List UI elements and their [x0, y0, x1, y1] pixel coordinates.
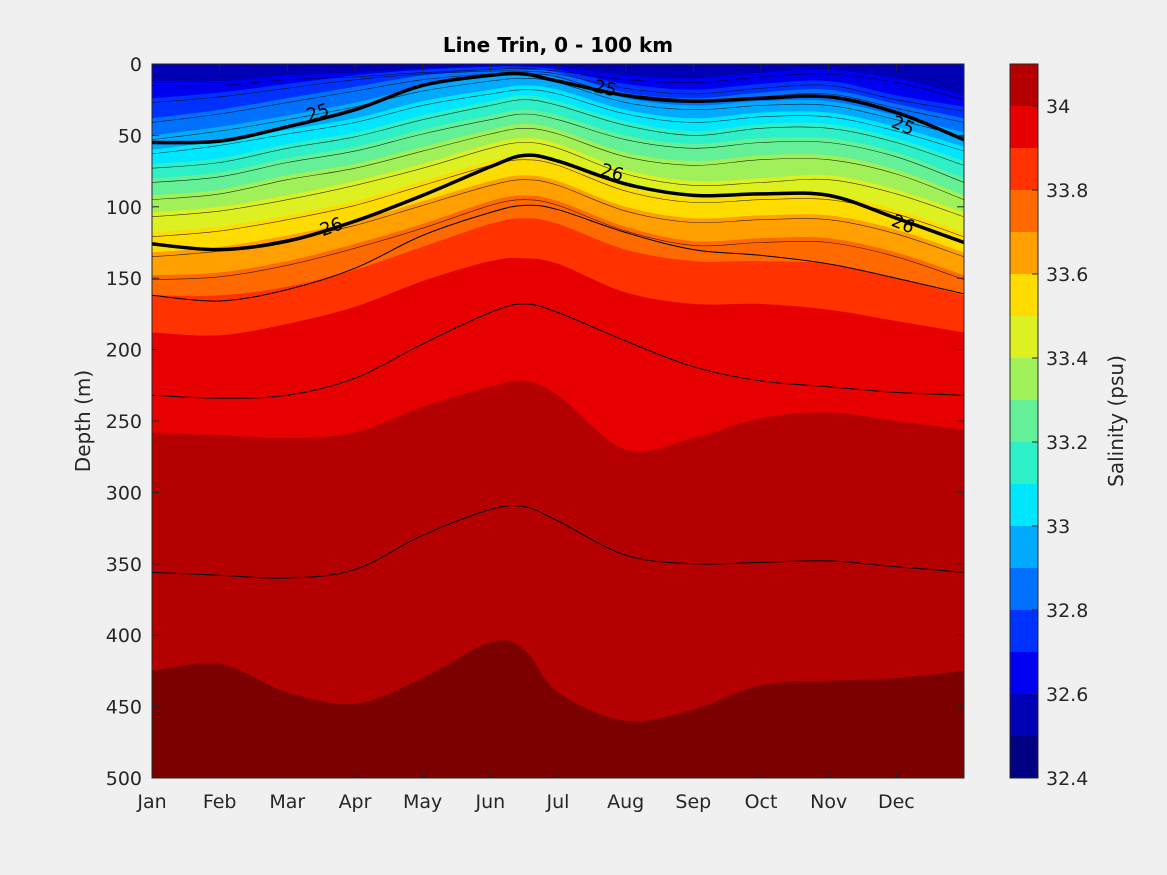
contour-line [152, 113, 964, 183]
chart-title: Line Trin, 0 - 100 km [443, 33, 673, 57]
colorbar-swatch [1010, 148, 1038, 190]
colorbar-swatch [1010, 652, 1038, 694]
x-axis: Jan Feb Mar Apr May Jun Jul Aug Sep Oct Nov Dec [136, 64, 915, 813]
colorbar-tick-label: 34 [1046, 96, 1070, 118]
y-tick-label: 250 [106, 411, 142, 433]
contour-line [152, 67, 964, 100]
x-tick-label: Jun [474, 791, 505, 813]
colorbar-swatch [1010, 190, 1038, 232]
x-tick-label: Aug [607, 791, 644, 813]
colorbar-tick-label: 33.6 [1046, 264, 1088, 286]
y-tick-label: 0 [130, 54, 142, 76]
contour-line [152, 77, 964, 140]
contour-line [152, 199, 964, 280]
contour-line [152, 505, 964, 579]
colorbar-swatch [1010, 484, 1038, 526]
y-axis: 0 50 100 150 200 250 300 350 400 450 500 [106, 54, 964, 790]
colorbar-swatch [1010, 736, 1038, 778]
contour-line [152, 127, 964, 200]
y-tick-label: 300 [106, 482, 142, 504]
colorbar-swatch [1010, 274, 1038, 316]
y-tick-label: 150 [106, 268, 142, 290]
contour-label: 25 [592, 76, 619, 101]
colorbar-tick-label: 33.2 [1046, 432, 1088, 454]
colorbar-tick-label: 32.8 [1046, 600, 1088, 622]
colorbar-swatch [1010, 232, 1038, 274]
x-tick-label: May [403, 791, 442, 813]
colorbar-frame [1009, 63, 1039, 779]
contour-lines [152, 67, 964, 579]
colorbar-tick-label: 32.4 [1046, 768, 1088, 790]
x-tick-label: Apr [339, 791, 372, 813]
x-tick-label: Jul [546, 791, 570, 813]
colorbar: 32.4 32.6 32.8 33 33.2 33.4 33.6 33.8 34 [1009, 63, 1088, 790]
colorbar-tick-label: 33.8 [1046, 180, 1088, 202]
y-tick-label: 450 [106, 697, 142, 719]
contour-line [152, 142, 964, 218]
contour-line [152, 70, 964, 112]
colorbar-swatch [1010, 316, 1038, 358]
colorbar-tick-label: 33 [1046, 516, 1070, 538]
contour-line [152, 73, 964, 123]
contour-line [152, 303, 964, 399]
colorbar-swatch [1010, 358, 1038, 400]
contour-line [152, 179, 964, 258]
plot-area [152, 64, 964, 778]
x-tick-label: Jan [136, 791, 166, 813]
contour-line [152, 89, 964, 155]
x-tick-label: Feb [203, 791, 237, 813]
x-tick-label: Nov [810, 791, 847, 813]
contour-line [152, 71, 964, 145]
salinity-band [152, 380, 964, 778]
y-tick-label: 400 [106, 625, 142, 647]
contour-line [152, 153, 964, 252]
colorbar-swatch [1010, 400, 1038, 442]
colorbar-swatch [1010, 568, 1038, 610]
colorbar-swatch [1010, 442, 1038, 484]
x-tick-label: Oct [745, 791, 778, 813]
x-tick-label: Mar [269, 791, 305, 813]
salinity-band [152, 640, 964, 778]
y-tick-label: 100 [106, 197, 142, 219]
contour-line [152, 159, 964, 238]
colorbar-swatch [1010, 526, 1038, 568]
y-tick-label: 500 [106, 768, 142, 790]
colorbar-swatch [1010, 106, 1038, 148]
colorbar-label: Salinity (psu) [1104, 355, 1128, 487]
y-tick-label: 50 [118, 125, 142, 147]
contour-line [152, 204, 964, 302]
colorbar-tick-label: 32.6 [1046, 684, 1088, 706]
y-tick-label: 200 [106, 340, 142, 362]
x-tick-label: Dec [878, 791, 915, 813]
colorbar-swatch [1010, 694, 1038, 736]
colorbar-swatch [1010, 610, 1038, 652]
colorbar-swatch [1010, 64, 1038, 106]
x-tick-label: Sep [675, 791, 711, 813]
colorbar-tick-label: 33.4 [1046, 348, 1088, 370]
y-tick-label: 350 [106, 554, 142, 576]
contour-line [152, 99, 964, 169]
y-axis-label: Depth (m) [71, 370, 95, 472]
